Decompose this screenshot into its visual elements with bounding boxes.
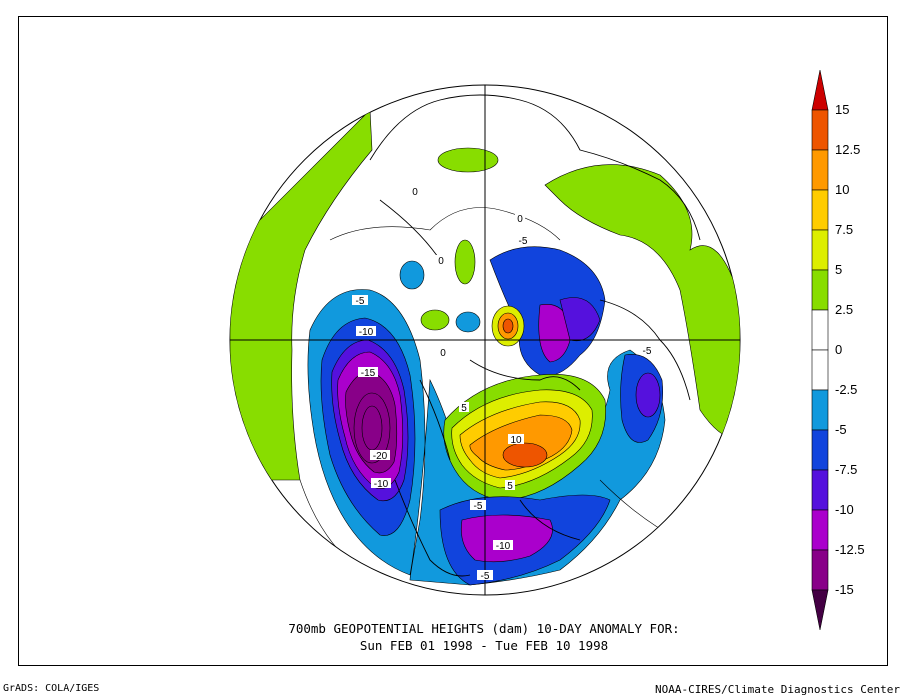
contour-label: -10 — [359, 327, 374, 338]
contour-label: -5 — [519, 236, 528, 247]
colorbar-top-arrow — [811, 69, 829, 111]
anomaly-low-small-1 — [399, 260, 425, 290]
contour-label: 0 — [517, 214, 523, 225]
credit-grads: GrADS: COLA/IGES — [3, 683, 100, 694]
anomaly-low-europe-10 — [635, 372, 661, 418]
contour-label: 0 — [440, 348, 446, 359]
colorbar-swatch — [811, 389, 829, 431]
contour-label: -20 — [373, 451, 388, 462]
anomaly-high-core — [502, 442, 548, 468]
coastline — [369, 94, 701, 577]
colorbar-swatch — [811, 309, 829, 351]
colorbar-tick-label: 15 — [835, 102, 849, 117]
colorbar-tick-label: -5 — [835, 422, 847, 437]
colorbar-tick-label: -15 — [835, 582, 854, 597]
credit-noaa: NOAA-CIRES/Climate Diagnostics Center — [654, 683, 900, 696]
colorbar-tick-label: -7.5 — [835, 462, 857, 477]
anomaly-fields — [230, 94, 740, 586]
colorbar-tick-label: -10 — [835, 502, 854, 517]
colorbar-bottom-arrow — [811, 589, 829, 631]
anomaly-positive-west — [230, 109, 373, 481]
colorbar-swatch — [811, 429, 829, 471]
colorbar-tick-label: 7.5 — [835, 222, 853, 237]
contour-label: 10 — [510, 435, 522, 446]
contour-label: 5 — [461, 403, 467, 414]
colorbar: 15 12.5 10 7.5 5 2.5 0 -2.5 -5 -7.5 -10 -12.5 -15 — [811, 69, 865, 631]
contour-label-group: 0 0 0 0 -5 -5 -5 -5 -5 -10 -10 -10 -15 -… — [352, 186, 655, 582]
anomaly-positive-small-1 — [437, 147, 499, 173]
contour-label: -5 — [481, 571, 490, 582]
colorbar-swatch — [811, 109, 829, 151]
colorbar-tick-label: -2.5 — [835, 382, 857, 397]
contour-label: -5 — [474, 501, 483, 512]
colorbar-tick-label: 2.5 — [835, 302, 853, 317]
colorbar-swatch — [811, 349, 829, 391]
colorbar-tick-label: 0 — [835, 342, 842, 357]
colorbar-swatch — [811, 509, 829, 551]
title-line-2: Sun FEB 01 1998 - Tue FEB 10 1998 — [360, 638, 608, 653]
colorbar-swatch — [811, 149, 829, 191]
anomaly-low-atlantic-10 — [538, 303, 573, 363]
contour-label: -5 — [643, 346, 652, 357]
title-line-1: 700mb GEOPOTENTIAL HEIGHTS (dam) 10-DAY … — [288, 621, 679, 636]
anomaly-positive-small-3 — [420, 309, 450, 331]
contour-label: 0 — [438, 256, 444, 267]
colorbar-swatch — [811, 189, 829, 231]
anomaly-high-arctic-3 — [502, 318, 514, 334]
anomaly-low-pacific-core — [353, 392, 391, 464]
colorbar-swatch — [811, 229, 829, 271]
colorbar-tick-label: -12.5 — [835, 542, 865, 557]
colorbar-tick-label: 5 — [835, 262, 842, 277]
colorbar-swatch — [811, 549, 829, 591]
anomaly-positive-small-2 — [454, 239, 476, 285]
colorbar-tick-label: 10 — [835, 182, 849, 197]
colorbar-tick-label: 12.5 — [835, 142, 860, 157]
contour-label: 0 — [412, 187, 418, 198]
colorbar-swatch — [811, 269, 829, 311]
anomaly-low-south-10 — [461, 514, 553, 563]
map-frame — [18, 16, 888, 666]
anomaly-low-atlantic-2 — [559, 297, 601, 342]
contour-label: -15 — [361, 368, 376, 379]
anomaly-low-small-2 — [455, 311, 481, 333]
contour-label: 5 — [507, 481, 513, 492]
contour-label: -10 — [374, 479, 389, 490]
contour-label: -5 — [356, 296, 365, 307]
colorbar-swatch — [811, 469, 829, 511]
contour-label: -10 — [496, 541, 511, 552]
